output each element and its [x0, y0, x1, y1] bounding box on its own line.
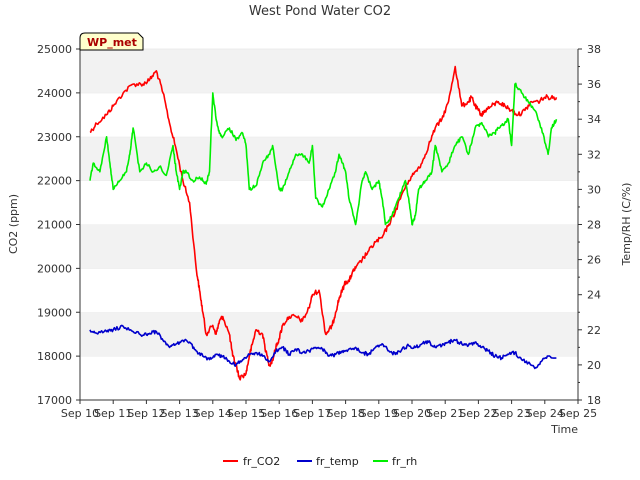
right-y-tick-label: 38 — [587, 43, 601, 56]
right-y-tick-label: 36 — [587, 78, 601, 91]
x-tick-label: Sep 25 — [559, 407, 597, 420]
left-y-axis-label: CO2 (ppm) — [7, 194, 20, 254]
x-tick-label: Sep 21 — [426, 407, 464, 420]
grid-band — [80, 136, 578, 181]
left-y-tick-label: 17000 — [37, 394, 72, 407]
x-tick-label: Sep 12 — [127, 407, 165, 420]
left-y-axis-ticks: 17000 18000 19000 20000 21000 22000 23000 24000… — [37, 43, 80, 407]
badge-box — [79, 32, 144, 51]
series-line-fr-temp — [89, 324, 557, 370]
x-tick-label: Sep 15 — [227, 407, 265, 420]
x-tick-label: Sep 23 — [492, 407, 530, 420]
chart-title: West Pond Water CO2 — [249, 4, 391, 19]
legend-label-fr-rh: fr_rh — [392, 455, 417, 468]
series-line-fr-rh — [89, 82, 558, 226]
right-y-tick-label: 32 — [587, 148, 601, 161]
grid-bands — [80, 48, 578, 400]
grid-band — [80, 49, 578, 93]
x-tick-label: Sep 16 — [260, 407, 298, 420]
left-y-tick-label: 25000 — [37, 43, 72, 56]
right-y-tick-label: 18 — [587, 394, 601, 407]
right-y-tick-label: 26 — [587, 254, 601, 267]
grid-band — [80, 92, 578, 137]
right-y-tick-label: 28 — [587, 219, 601, 232]
x-tick-label: Sep 14 — [194, 407, 232, 420]
legend-label-fr-temp: fr_temp — [316, 455, 359, 468]
left-y-tick-label: 21000 — [37, 219, 72, 232]
grid-band — [80, 312, 578, 357]
x-tick-label: Sep 18 — [326, 407, 364, 420]
legend-label-fr-co2: fr_CO2 — [243, 455, 280, 468]
left-y-tick-label: 18000 — [37, 350, 72, 363]
left-y-tick-label: 24000 — [37, 87, 72, 100]
right-y-tick-label: 20 — [587, 359, 601, 372]
wp-met-badge: WP_met — [79, 32, 144, 51]
x-tick-label: Sep 13 — [160, 407, 198, 420]
x-tick-label: Sep 24 — [526, 407, 564, 420]
series-lines — [89, 65, 558, 381]
x-axis-label: Time — [550, 423, 578, 436]
right-y-tick-label: 30 — [587, 183, 601, 196]
badge-label: WP_met — [87, 36, 137, 49]
x-tick-label: Sep 11 — [94, 407, 132, 420]
right-y-tick-label: 22 — [587, 324, 601, 337]
grid-band — [80, 180, 578, 225]
left-y-tick-label: 23000 — [37, 131, 72, 144]
x-tick-label: Sep 20 — [393, 407, 431, 420]
x-tick-label: Sep 10 — [61, 407, 99, 420]
x-tick-label: Sep 19 — [360, 407, 398, 420]
left-y-tick-label: 19000 — [37, 306, 72, 319]
legend: fr_CO2 fr_temp fr_rh — [223, 455, 417, 468]
right-y-axis-ticks: 18 20 22 24 26 28 30 32 34 36 38 — [578, 43, 601, 407]
x-tick-label: Sep 17 — [293, 407, 331, 420]
grid-band — [80, 268, 578, 313]
grid-band — [80, 356, 578, 400]
right-y-tick-label: 34 — [587, 113, 601, 126]
left-y-tick-label: 22000 — [37, 175, 72, 188]
x-tick-label: Sep 22 — [459, 407, 497, 420]
left-y-tick-label: 20000 — [37, 262, 72, 275]
right-y-tick-label: 24 — [587, 289, 601, 302]
grid-band — [80, 224, 578, 269]
right-y-axis-label: Temp/RH (C/%) — [620, 183, 633, 267]
series-line-fr-co2 — [89, 65, 558, 381]
